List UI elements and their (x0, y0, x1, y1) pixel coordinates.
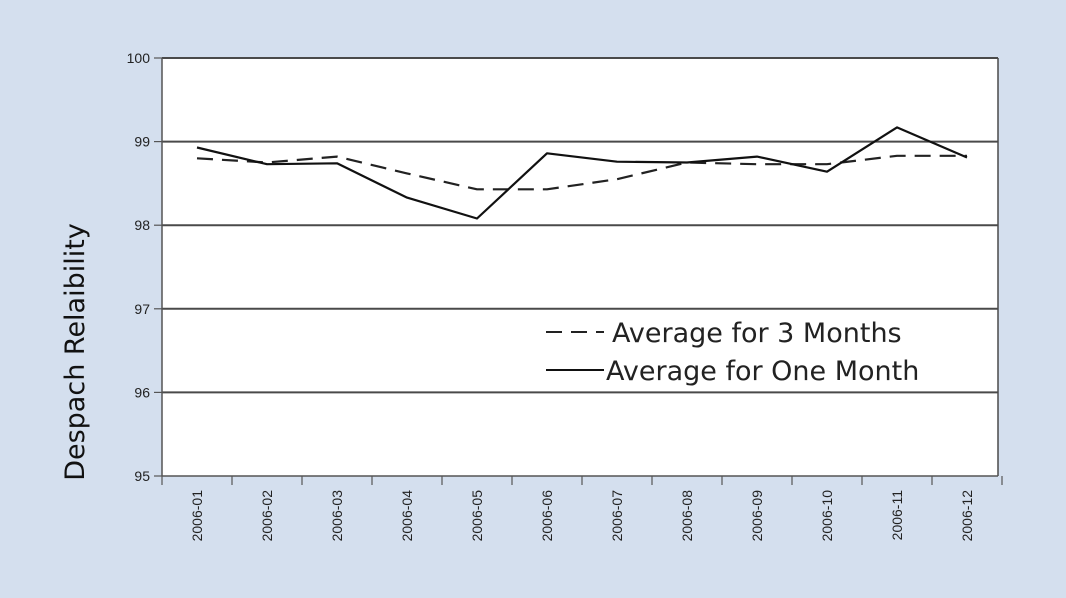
data-point (616, 178, 618, 180)
x-tick-label: 2006-07 (609, 490, 625, 542)
x-tick-label: 2006-02 (259, 490, 275, 542)
x-tick-label: 2006-04 (399, 490, 415, 542)
y-tick-label: 100 (127, 50, 151, 66)
data-point (896, 155, 898, 157)
x-tick-label: 2006-05 (469, 490, 485, 542)
x-tick-label: 2006-03 (329, 490, 345, 542)
series-line-0 (196, 154, 967, 191)
data-point (476, 217, 478, 219)
data-point (826, 163, 828, 165)
data-point (196, 157, 198, 159)
x-tick-label: 2006-01 (189, 490, 205, 542)
data-point (896, 126, 898, 128)
data-point (476, 188, 478, 190)
data-point (196, 146, 198, 148)
x-tick-label: 2006-12 (959, 490, 975, 542)
x-tick-label: 2006-11 (889, 490, 905, 541)
y-tick-label: 98 (134, 217, 150, 233)
data-point (546, 152, 548, 154)
data-point (826, 170, 828, 172)
plot-area (162, 58, 998, 476)
x-tick-label: 2006-06 (539, 490, 555, 542)
data-point (336, 162, 338, 164)
legend-label-1: Average for One Month (606, 356, 919, 387)
y-axis-label: Despach Relaibility (60, 223, 91, 481)
data-series (196, 126, 968, 220)
y-tick-label: 97 (134, 301, 150, 317)
legend-label-0: Average for 3 Months (612, 318, 902, 349)
data-point (756, 163, 758, 165)
y-tick-label: 96 (134, 384, 150, 400)
gridlines (162, 57, 998, 394)
x-tick-label: 2006-10 (819, 490, 835, 542)
data-point (756, 155, 758, 157)
data-point (336, 155, 338, 157)
legend: Average for 3 Months Average for One Mont… (546, 318, 919, 387)
x-tick-label: 2006-09 (749, 490, 765, 542)
data-point (406, 196, 408, 198)
series-line-1 (196, 126, 968, 220)
data-point (266, 163, 268, 165)
data-point (966, 156, 968, 158)
data-point (406, 172, 408, 174)
x-tick-label: 2006-08 (679, 490, 695, 542)
data-point (546, 188, 548, 190)
data-point (616, 160, 618, 162)
y-tick-label: 95 (134, 468, 150, 484)
axes: 95 96 97 98 99 100 2006-01 2006-02 2006-03 2006-0… (127, 50, 1003, 542)
y-tick-label: 99 (134, 134, 150, 150)
data-point (686, 161, 688, 163)
